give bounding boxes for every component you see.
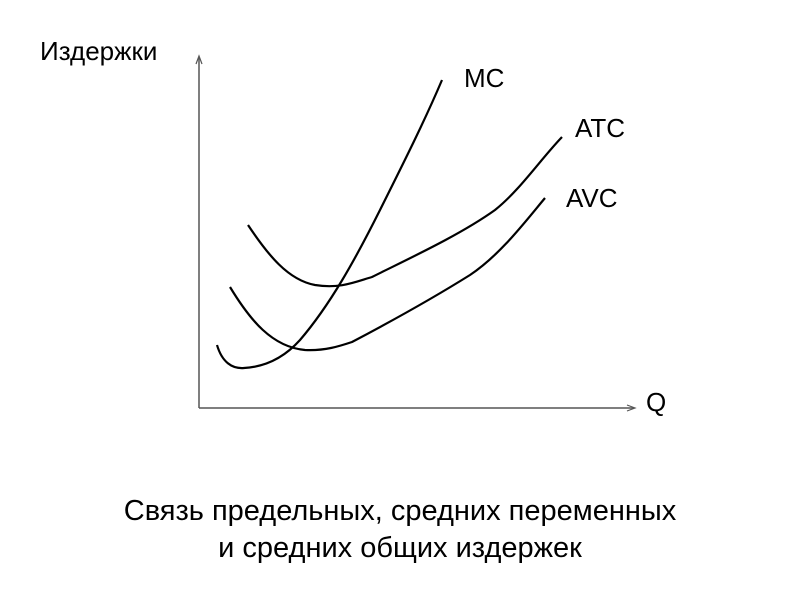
mc-curve <box>215 79 444 370</box>
curve-label: ATC <box>575 113 625 143</box>
x-arrow <box>626 404 637 412</box>
curve-label: MC <box>464 63 504 93</box>
avc-curve <box>229 197 546 352</box>
caption-line: и средних общих издержек <box>218 532 582 564</box>
y-axis-label: Издержки <box>40 36 157 66</box>
caption-line: Связь предельных, средних переменных <box>124 495 677 527</box>
curve-label: AVC <box>566 183 618 213</box>
x-axis-label: Q <box>646 387 666 417</box>
atc-curve <box>247 136 563 288</box>
y-arrow <box>195 54 203 65</box>
